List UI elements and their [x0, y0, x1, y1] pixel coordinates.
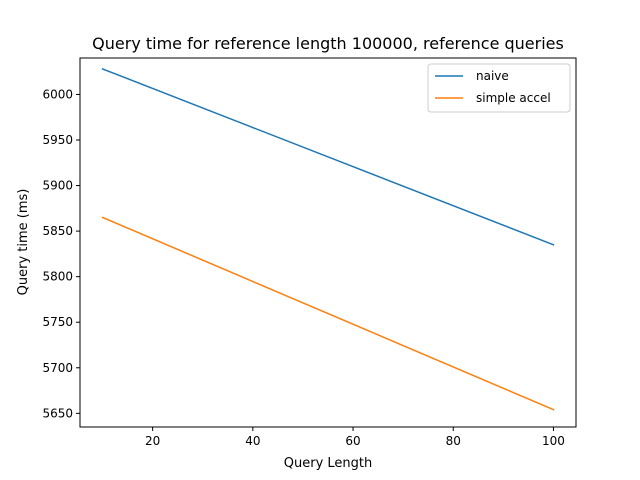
legend-label-1: simple accel	[476, 91, 551, 105]
y-tick-label: 6000	[42, 87, 73, 101]
x-tick-label: 40	[245, 434, 260, 448]
x-tick-label: 20	[145, 434, 160, 448]
x-tick-label: 80	[446, 434, 461, 448]
x-tick-label: 100	[542, 434, 565, 448]
x-axis-label: Query Length	[284, 456, 372, 471]
y-tick-label: 5750	[42, 315, 73, 329]
legend: naive simple accel	[427, 63, 571, 113]
legend-label-0: naive	[476, 69, 509, 83]
y-axis: 5650 5700 5750 5800 5850 5900 5950 6000	[42, 87, 80, 420]
series-line-1	[101, 216, 555, 411]
y-tick-label: 5850	[42, 224, 73, 238]
y-axis-label: Query time (ms)	[16, 189, 31, 296]
y-tick-label: 5650	[42, 406, 73, 420]
chart-title: Query time for reference length 100000, …	[92, 34, 564, 53]
y-tick-label: 5700	[42, 361, 73, 375]
y-tick-label: 5800	[42, 270, 73, 284]
y-tick-label: 5950	[42, 133, 73, 147]
axes-frame	[79, 57, 577, 428]
x-axis: 20 40 60 80 100	[145, 427, 565, 448]
plot-area	[101, 67, 555, 411]
legend-box	[427, 63, 571, 113]
series-line-0	[101, 67, 555, 246]
x-tick-label: 60	[345, 434, 360, 448]
y-tick-label: 5900	[42, 179, 73, 193]
